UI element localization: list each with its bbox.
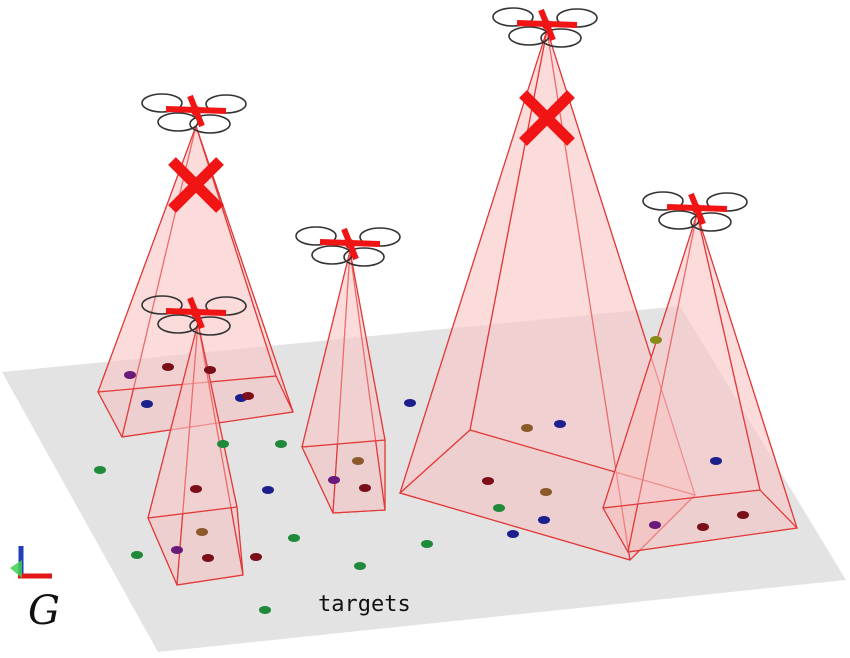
target-point [521, 424, 533, 432]
quadcopter-icon [296, 227, 400, 266]
target-point [196, 528, 208, 536]
target-point [250, 553, 262, 561]
target-point [650, 336, 662, 344]
target-point [354, 562, 366, 570]
quadcopter-icon [493, 8, 597, 47]
target-point [94, 466, 106, 474]
target-point [538, 516, 550, 524]
target-point [554, 420, 566, 428]
target-point [242, 392, 254, 400]
quadcopter-icon [643, 192, 747, 231]
target-point [288, 534, 300, 542]
target-point [359, 484, 371, 492]
target-point [493, 504, 505, 512]
target-point [217, 440, 229, 448]
target-point [328, 476, 340, 484]
target-point [190, 485, 202, 493]
target-point [404, 399, 416, 407]
target-point [737, 511, 749, 519]
target-point [352, 457, 364, 465]
target-point [697, 523, 709, 531]
targets-label: targets [318, 592, 411, 617]
cone-face [98, 126, 276, 392]
target-point [421, 540, 433, 548]
target-point [141, 400, 153, 408]
frame-label: G [28, 588, 60, 634]
target-point [540, 488, 552, 496]
target-point [204, 366, 216, 374]
target-point [162, 363, 174, 371]
target-point [649, 521, 661, 529]
target-point [507, 530, 519, 538]
sensing-cones [98, 30, 797, 585]
target-point [171, 546, 183, 554]
target-point [202, 554, 214, 562]
coordinate-axes-icon [10, 546, 52, 578]
target-point [710, 457, 722, 465]
target-point [124, 371, 136, 379]
target-point [131, 551, 143, 559]
target-point [482, 477, 494, 485]
target-point [262, 486, 274, 494]
quadcopter-icon [142, 94, 246, 133]
target-point [275, 440, 287, 448]
target-point [259, 606, 271, 614]
